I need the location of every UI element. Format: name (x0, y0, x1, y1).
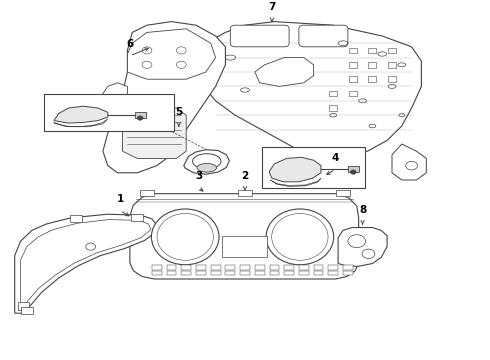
Text: 3: 3 (195, 171, 202, 181)
Bar (181, 265, 191, 270)
Circle shape (176, 47, 186, 54)
Bar (181, 271, 191, 275)
Ellipse shape (266, 209, 334, 265)
Bar (140, 190, 154, 196)
Polygon shape (196, 22, 421, 155)
Circle shape (350, 170, 356, 174)
Ellipse shape (271, 213, 328, 260)
Bar (388, 62, 396, 68)
Bar (225, 271, 235, 275)
Bar (348, 166, 359, 172)
Bar (314, 265, 323, 270)
Text: 7: 7 (268, 1, 276, 12)
Bar (368, 48, 376, 53)
Polygon shape (184, 150, 229, 174)
Bar (196, 265, 206, 270)
Ellipse shape (157, 213, 214, 260)
Polygon shape (122, 108, 186, 158)
Bar (336, 190, 350, 196)
Bar (131, 214, 143, 221)
Bar (70, 215, 82, 222)
Ellipse shape (151, 209, 219, 265)
Circle shape (362, 249, 375, 258)
Circle shape (86, 243, 96, 250)
Ellipse shape (193, 154, 221, 169)
Text: 6: 6 (126, 39, 133, 49)
Bar (343, 271, 353, 275)
Bar (328, 265, 338, 270)
Bar (343, 265, 353, 270)
Bar (284, 265, 294, 270)
Text: 4: 4 (332, 153, 340, 163)
Bar (329, 91, 337, 96)
Bar (255, 271, 265, 275)
Bar (349, 91, 357, 96)
Bar (152, 271, 162, 275)
Polygon shape (392, 144, 426, 180)
Polygon shape (103, 83, 127, 104)
Bar (18, 302, 29, 310)
Polygon shape (338, 228, 387, 266)
Ellipse shape (197, 163, 217, 172)
Bar (167, 265, 176, 270)
Bar (349, 48, 357, 53)
Bar (262, 147, 365, 188)
Bar (270, 271, 279, 275)
Bar (349, 62, 357, 68)
Text: 8: 8 (359, 205, 366, 215)
Polygon shape (15, 214, 157, 313)
FancyBboxPatch shape (230, 25, 289, 47)
Bar (21, 307, 33, 314)
Polygon shape (54, 119, 108, 127)
Bar (388, 48, 396, 53)
Bar (211, 271, 220, 275)
Polygon shape (130, 194, 359, 279)
Text: 1: 1 (117, 194, 123, 204)
Polygon shape (103, 22, 225, 173)
Polygon shape (255, 58, 314, 86)
Polygon shape (270, 178, 321, 186)
Bar (152, 265, 162, 270)
Bar (388, 76, 396, 82)
Bar (328, 271, 338, 275)
Bar (299, 271, 309, 275)
Circle shape (406, 161, 417, 170)
Bar (240, 265, 250, 270)
Circle shape (142, 61, 152, 68)
Polygon shape (54, 106, 108, 123)
Bar (135, 112, 146, 118)
Bar (270, 265, 279, 270)
Polygon shape (270, 157, 321, 182)
Circle shape (348, 235, 366, 248)
Bar (314, 271, 323, 275)
Bar (368, 76, 376, 82)
Circle shape (137, 116, 143, 120)
Text: 2: 2 (242, 171, 248, 181)
FancyBboxPatch shape (299, 25, 348, 47)
Bar (167, 271, 176, 275)
Bar (196, 271, 206, 275)
Bar (349, 76, 357, 82)
Bar (222, 236, 267, 257)
Bar (368, 62, 376, 68)
Bar (255, 265, 265, 270)
Circle shape (176, 61, 186, 68)
Circle shape (142, 47, 152, 54)
Bar (44, 94, 174, 131)
Bar (240, 271, 250, 275)
Bar (238, 190, 252, 196)
Bar (211, 265, 220, 270)
Text: 5: 5 (175, 107, 182, 117)
Bar (284, 271, 294, 275)
Polygon shape (127, 29, 216, 79)
Bar (299, 265, 309, 270)
Bar (225, 265, 235, 270)
Bar (329, 105, 337, 111)
